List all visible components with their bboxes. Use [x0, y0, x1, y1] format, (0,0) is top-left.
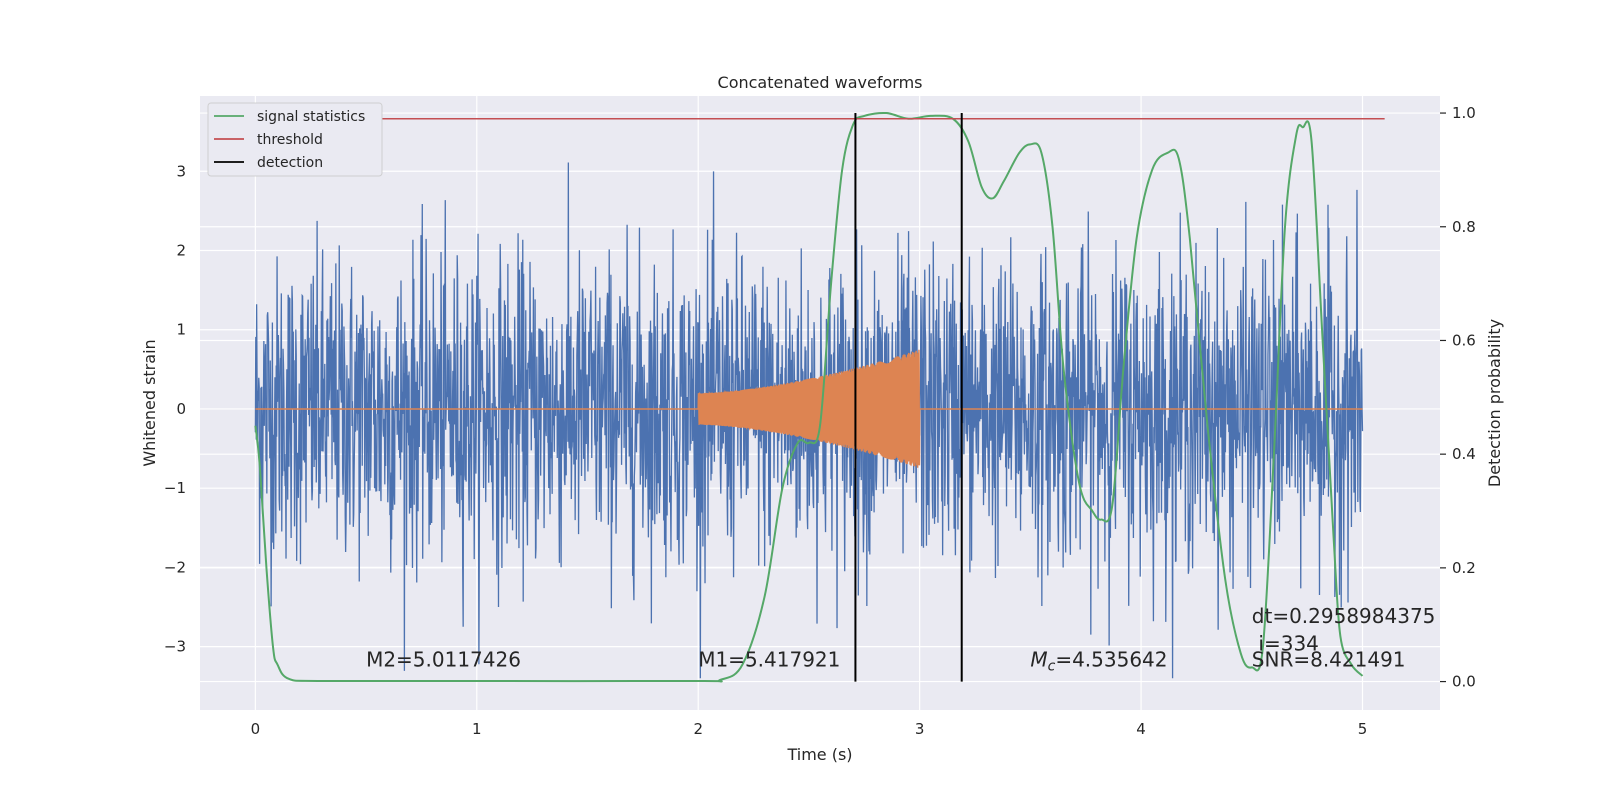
y-right-tick-label-4: 0.8 [1452, 218, 1476, 236]
waveform-series [255, 349, 1363, 468]
y-left-tick-label-1: −2 [164, 558, 186, 576]
x-tick-label-4: 4 [1136, 720, 1146, 738]
annotation-2: Mc=4.535642 [1030, 647, 1167, 674]
waveform-line [255, 349, 1363, 468]
y-right-tick-label-5: 1.0 [1452, 104, 1476, 122]
x-axis-label: Time (s) [786, 745, 852, 764]
legend-label-signal-statistics: signal statistics [257, 109, 365, 125]
annotation-1: M1=5.417921 [698, 647, 840, 671]
annotation-0: M2=5.0117426 [366, 647, 521, 671]
legend-label-detection: detection [257, 155, 323, 171]
y-right-tick-label-2: 0.4 [1452, 445, 1476, 463]
x-tick-label-5: 5 [1358, 720, 1368, 738]
y-left-axis-ticks: −3 −2 −1 0 1 2 3 [164, 162, 186, 655]
annotation-4: dt=0.2958984375 [1252, 604, 1436, 628]
x-tick-label-3: 3 [915, 720, 925, 738]
legend: signal statistics threshold detection [207, 102, 383, 177]
y-right-axis-label: Detection probability [1485, 319, 1504, 487]
annotations: M2=5.0117426 M1=5.417921 Mc=4.535642 SNR=8.… [366, 604, 1435, 675]
y-left-tick-label-3: 0 [176, 400, 186, 418]
x-tick-label-0: 0 [251, 720, 261, 738]
legend-label-threshold: threshold [257, 132, 323, 148]
x-axis-ticks: 0 1 2 3 4 5 [251, 720, 1368, 738]
x-tick-label-1: 1 [472, 720, 482, 738]
y-right-tick-label-0: 0.0 [1452, 673, 1476, 691]
y-left-tick-label-6: 3 [176, 162, 186, 180]
y-left-tick-label-2: −1 [164, 479, 186, 497]
annotation-3: SNR=8.421491 [1252, 647, 1406, 671]
y-left-axis-label: Whitened strain [140, 339, 159, 466]
legend-box [207, 102, 383, 177]
annotation-5: i=334 [1258, 632, 1319, 656]
signal-statistics-series [254, 111, 1364, 683]
chart-title: Concatenated waveforms [718, 73, 923, 92]
y-left-tick-label-0: −3 [164, 638, 186, 656]
y-right-tick-label-1: 0.2 [1452, 559, 1476, 577]
detection-lines [854, 113, 963, 682]
x-tick-label-2: 2 [693, 720, 703, 738]
y-right-axis-ticks: 0.0 0.2 0.4 0.6 0.8 1.0 [1440, 104, 1476, 691]
signal-statistics-line [254, 111, 1364, 683]
y-left-tick-label-4: 1 [176, 321, 186, 339]
y-left-tick-label-5: 2 [176, 241, 186, 259]
y-right-tick-label-3: 0.6 [1452, 331, 1476, 349]
